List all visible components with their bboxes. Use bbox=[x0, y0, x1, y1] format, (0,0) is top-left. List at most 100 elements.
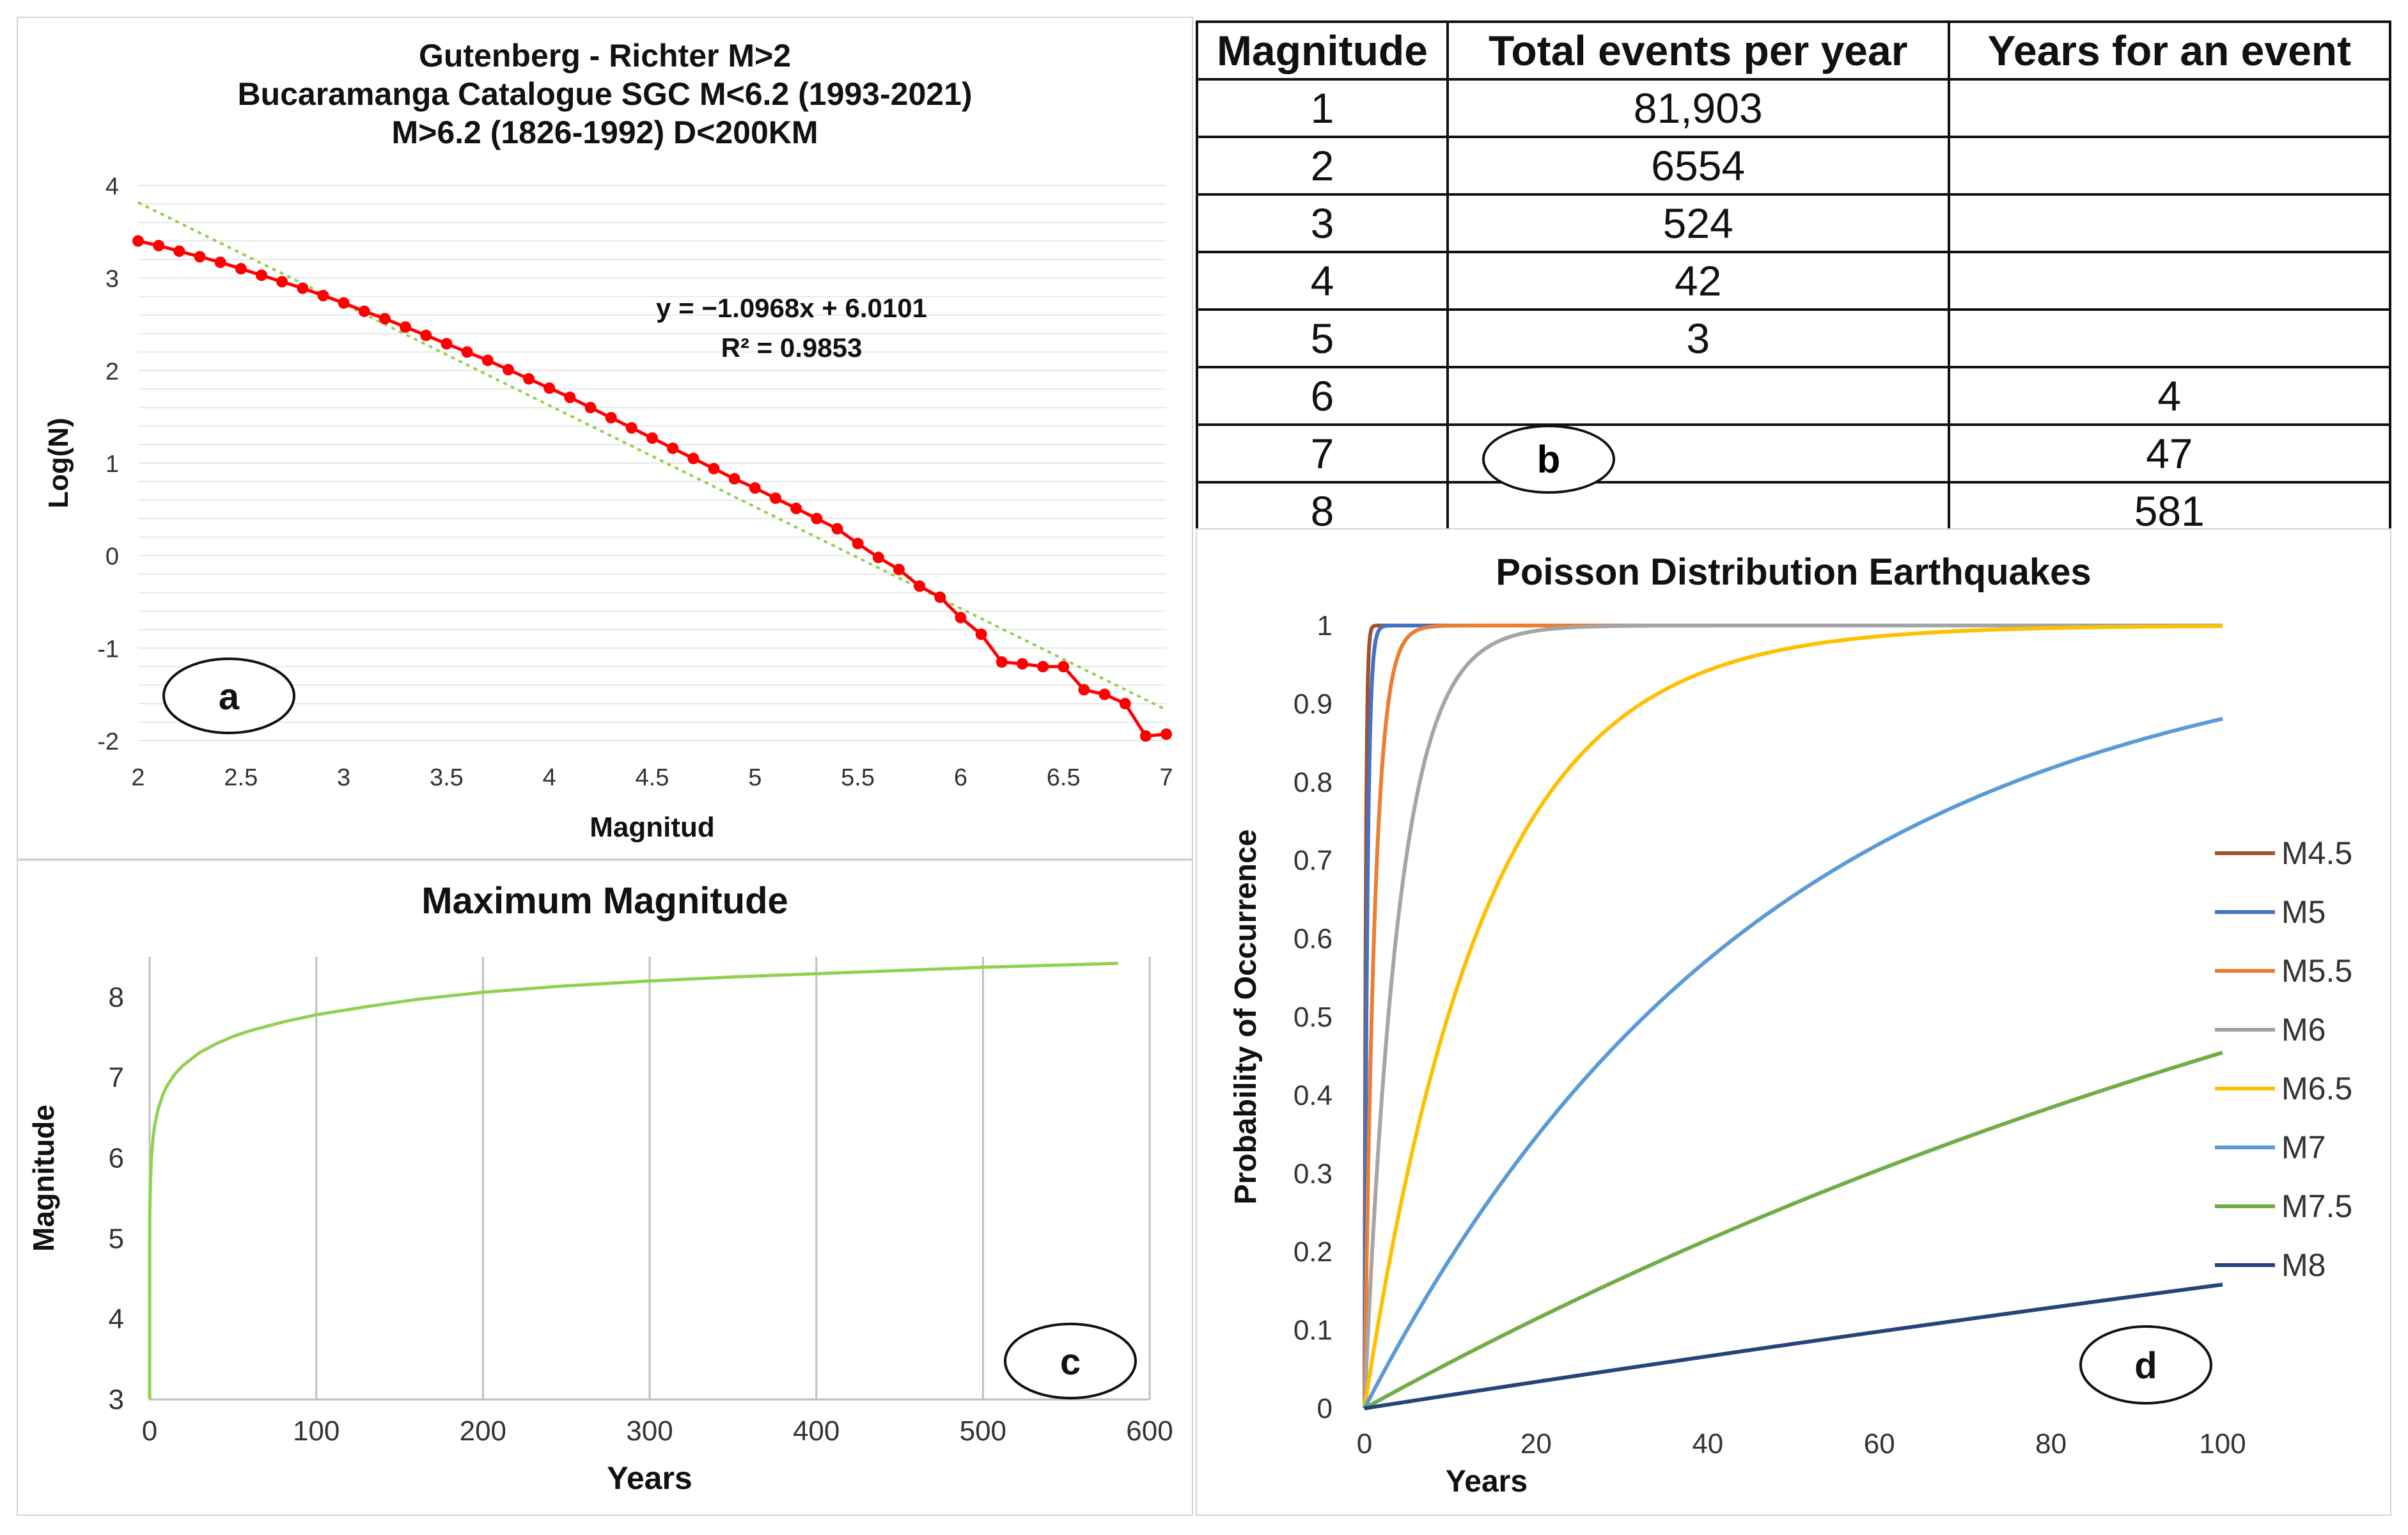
data-point bbox=[502, 363, 514, 375]
data-point bbox=[1058, 661, 1070, 673]
table-header-row: Magnitude Total events per year Years fo… bbox=[1196, 20, 2392, 81]
x-tick-label: 5 bbox=[748, 764, 762, 791]
series-line-m4-5 bbox=[1363, 624, 2223, 1408]
table-row: 3 524 bbox=[1196, 193, 2392, 253]
x-axis-title: Magnitud bbox=[590, 812, 715, 843]
data-point bbox=[872, 551, 884, 563]
y-tick-label: 3 bbox=[106, 266, 119, 293]
chart-title: Maximum Magnitude bbox=[421, 880, 788, 922]
y-tick-label: 0.7 bbox=[1294, 845, 1333, 876]
data-point bbox=[584, 402, 597, 414]
data-point bbox=[914, 580, 926, 592]
trend-equation: y = −1.0968x + 6.0101 bbox=[656, 293, 927, 323]
data-point bbox=[358, 305, 370, 317]
data-point bbox=[1119, 698, 1131, 710]
data-point bbox=[852, 537, 864, 549]
y-tick-label: 6 bbox=[109, 1143, 124, 1174]
table-cell: 524 bbox=[1446, 193, 1950, 253]
table-cell bbox=[1947, 78, 2392, 138]
magnitude-table: Magnitude Total events per year Years fo… bbox=[1196, 20, 2392, 541]
legend-label: M4.5 bbox=[2281, 835, 2352, 871]
legend-label: M6.5 bbox=[2281, 1071, 2352, 1106]
x-tick-label: 20 bbox=[1521, 1428, 1552, 1460]
data-point bbox=[831, 523, 843, 535]
header-magnitude: Magnitude bbox=[1196, 20, 1449, 81]
x-tick-label: 2.5 bbox=[224, 764, 258, 791]
y-tick-label: 0.5 bbox=[1294, 1002, 1333, 1033]
data-point bbox=[132, 235, 144, 247]
data-point bbox=[1016, 657, 1028, 670]
x-tick-label: 400 bbox=[793, 1415, 840, 1447]
x-tick-label: 100 bbox=[2199, 1428, 2246, 1460]
panel-b-label: b bbox=[1482, 425, 1615, 494]
legend-label: M8 bbox=[2281, 1247, 2326, 1283]
x-tick-label: 4 bbox=[543, 764, 556, 791]
legend-label: M5.5 bbox=[2281, 953, 2352, 989]
y-tick-label: 0.6 bbox=[1294, 924, 1333, 955]
data-point bbox=[667, 442, 679, 454]
data-point bbox=[173, 245, 185, 257]
series-line-m8 bbox=[1363, 1282, 2223, 1410]
data-point bbox=[1098, 688, 1111, 700]
chart-title-line: Gutenberg - Richter M>2 bbox=[419, 38, 791, 74]
x-tick-label: 100 bbox=[293, 1415, 340, 1447]
panel-a-label-oval bbox=[162, 657, 295, 734]
y-tick-label: 3 bbox=[109, 1384, 124, 1415]
x-tick-label: 60 bbox=[1864, 1428, 1895, 1460]
data-point bbox=[564, 391, 576, 404]
y-tick-label: 0.4 bbox=[1294, 1080, 1333, 1111]
y-tick-label: 5 bbox=[109, 1223, 124, 1254]
data-point bbox=[317, 290, 329, 302]
x-tick-label: 0 bbox=[1357, 1428, 1372, 1460]
table-cell: 3 bbox=[1196, 193, 1449, 253]
x-tick-label: 3 bbox=[337, 764, 350, 791]
table-cell: 81,903 bbox=[1446, 78, 1950, 138]
table-cell: 47 bbox=[1947, 423, 2392, 484]
data-point bbox=[379, 313, 391, 325]
series-line-m6-5 bbox=[1363, 624, 2223, 1409]
series-line-m5-5 bbox=[1363, 624, 2223, 1408]
data-point bbox=[338, 297, 350, 309]
table-row: 4 42 bbox=[1196, 251, 2392, 311]
legend-label: M6 bbox=[2281, 1012, 2326, 1048]
y-tick-label: 8 bbox=[109, 982, 124, 1013]
table-row: 2 6554 bbox=[1196, 136, 2392, 196]
table-cell bbox=[1947, 136, 2392, 196]
x-tick-label: 40 bbox=[1692, 1428, 1723, 1460]
r-squared: R² = 0.9853 bbox=[721, 333, 863, 363]
max-magnitude-line bbox=[148, 961, 1118, 1400]
data-point bbox=[523, 373, 535, 385]
data-point bbox=[255, 269, 267, 281]
y-tick-label: 0.9 bbox=[1294, 688, 1333, 720]
poisson-chart: Poisson Distribution Earthquakes 0 0.1 0.2 0… bbox=[1229, 551, 2352, 1499]
x-tick-label: 3.5 bbox=[430, 764, 464, 791]
data-point bbox=[749, 482, 761, 494]
y-tick-label: 1 bbox=[1317, 610, 1333, 642]
data-point bbox=[605, 412, 617, 424]
x-tick-label: 4.5 bbox=[636, 764, 669, 791]
data-point bbox=[790, 502, 802, 514]
data-point bbox=[1139, 730, 1152, 742]
data-point bbox=[235, 263, 247, 275]
legend-label: M7 bbox=[2281, 1130, 2326, 1165]
chart-title-line: Bucaramanga Catalogue SGC M<6.2 (1993-20… bbox=[237, 76, 972, 112]
data-point bbox=[893, 563, 905, 576]
data-point bbox=[400, 321, 412, 333]
table-row: 1 81,903 bbox=[1196, 78, 2392, 138]
data-point bbox=[811, 512, 823, 524]
y-tick-label: 0 bbox=[106, 544, 119, 571]
y-axis-title: Log(N) bbox=[43, 418, 74, 508]
table-cell: 6554 bbox=[1446, 136, 1950, 196]
data-point bbox=[769, 492, 781, 504]
data-point bbox=[194, 251, 206, 263]
data-point bbox=[276, 276, 288, 288]
y-tick-label: 0.3 bbox=[1294, 1158, 1333, 1190]
series-line-m5 bbox=[1363, 624, 2223, 1408]
table-cell: 7 bbox=[1196, 423, 1449, 484]
x-axis-title: Years bbox=[1446, 1465, 1528, 1499]
data-point bbox=[461, 346, 473, 358]
header-total-events: Total events per year bbox=[1446, 20, 1950, 81]
data-point bbox=[934, 591, 946, 603]
table-cell bbox=[1947, 193, 2392, 253]
